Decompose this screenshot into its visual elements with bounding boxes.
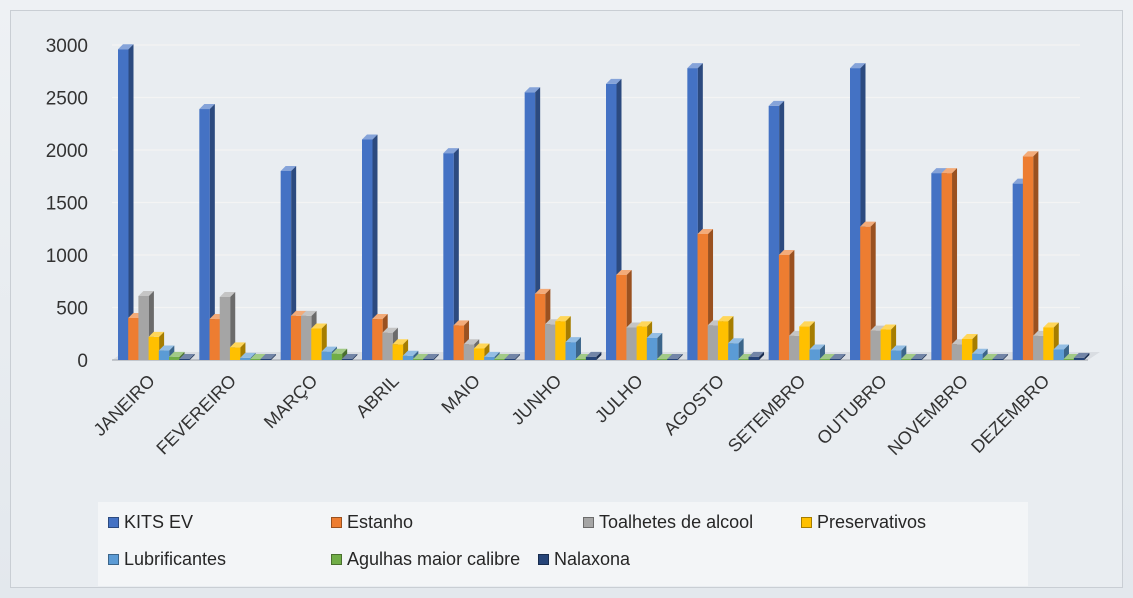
y-tick-label: 2500: [46, 89, 88, 110]
legend-item: Lubrificantes: [108, 547, 226, 571]
legend-label: Agulhas maior calibre: [347, 548, 521, 569]
legend-item: Nalaxona: [538, 547, 630, 571]
bar-lubrificantes: [565, 337, 581, 360]
x-tick-label: SETEMBRO: [724, 371, 810, 457]
bar-lubrificantes: [728, 338, 744, 360]
x-tick-label: MAIO: [437, 371, 484, 418]
bar-nalaxona: [260, 353, 277, 360]
legend-swatch: [108, 553, 119, 565]
y-tick-label: 2000: [46, 141, 88, 162]
bar-nalaxona: [179, 353, 195, 360]
legend-label: Preservativos: [817, 511, 927, 532]
legend-item: KITS EV: [108, 510, 193, 534]
legend-item: Agulhas maior calibre: [331, 547, 520, 571]
legend-label: Estanho: [347, 511, 414, 532]
bar-estanho: [1022, 151, 1039, 360]
legend-label: Toalhetes de alcool: [599, 511, 754, 532]
bar-lubrificantes: [890, 345, 907, 360]
legend-swatch: [538, 553, 549, 565]
legend-item: Toalhetes de alcool: [583, 510, 753, 534]
y-tick-label: 500: [56, 299, 88, 320]
bar-kits-ev: [280, 166, 297, 360]
bar-nalaxona: [748, 351, 765, 360]
x-tick-label: FEVEREIRO: [152, 371, 240, 459]
y-tick-label: 0: [77, 351, 88, 372]
x-tick-label: JUNHO: [508, 371, 566, 429]
bar-nalaxona: [667, 353, 683, 360]
legend-label: Nalaxona: [554, 548, 631, 569]
bar-toalhetes-de-alcool: [219, 292, 236, 360]
bar-kits-ev: [118, 44, 134, 360]
legend-swatch: [331, 553, 342, 565]
x-tick-label: DEZEMBRO: [967, 371, 1053, 457]
bar-lubrificantes: [972, 348, 988, 360]
legend-item: Preservativos: [801, 510, 926, 534]
bar-nalaxona: [992, 353, 1009, 360]
bar-nalaxona: [1073, 352, 1090, 360]
legend-swatch: [583, 516, 594, 528]
x-tick-label: NOVEMBRO: [884, 371, 972, 459]
chart-legend: KITS EV Estanho Toalhetes de alcool Preserv…: [98, 502, 1028, 586]
x-tick-label: OUTUBRO: [813, 371, 891, 449]
y-tick-label: 1000: [46, 246, 88, 267]
x-tick-label: MARÇO: [260, 371, 322, 433]
x-tick-label: ABRIL: [352, 371, 403, 422]
y-tick-label: 3000: [46, 36, 88, 57]
bar-estanho: [941, 168, 958, 360]
legend-label: KITS EV: [124, 511, 194, 532]
x-tick-label: JANEIRO: [90, 371, 159, 440]
legend-label: Lubrificantes: [124, 548, 227, 569]
bar-estanho: [860, 221, 876, 360]
bar-nalaxona: [585, 351, 602, 360]
bar-nalaxona: [504, 353, 521, 360]
bar-agulhas-maior-calibre: [331, 348, 348, 360]
legend-swatch: [108, 516, 119, 528]
bar-nalaxona: [423, 353, 439, 360]
bar-nalaxona: [341, 353, 358, 360]
x-tick-label: JULHO: [591, 371, 647, 427]
bar-kits-ev: [199, 104, 215, 360]
bar-kits-ev: [362, 134, 378, 360]
x-tick-label: AGOSTO: [660, 371, 728, 439]
bar-nalaxona: [829, 353, 846, 360]
legend-swatch: [801, 516, 812, 528]
legend-swatch: [331, 516, 342, 528]
bar-nalaxona: [911, 353, 927, 360]
bar-kits-ev: [443, 148, 459, 360]
bar-lubrificantes: [646, 332, 663, 360]
y-tick-label: 1500: [46, 194, 88, 215]
legend-item: Estanho: [331, 510, 413, 534]
